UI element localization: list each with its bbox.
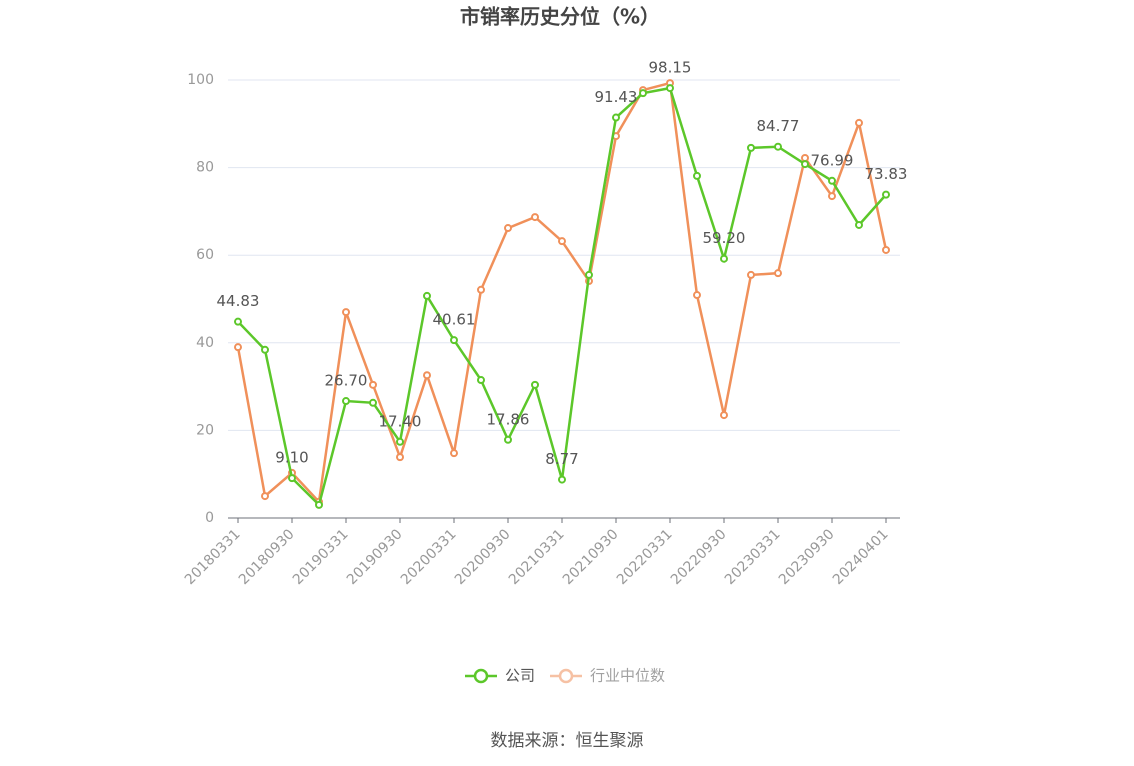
legend-item: 公司	[465, 667, 535, 685]
point	[396, 437, 404, 446]
data-label: 84.77	[757, 117, 800, 135]
x-tick-label: 20230331	[722, 526, 784, 588]
point	[558, 237, 566, 246]
point	[504, 224, 512, 233]
legend-label: 行业中位数	[590, 667, 665, 685]
data-label: 8.77	[545, 450, 578, 468]
point	[261, 345, 269, 354]
y-tick-label: 80	[196, 160, 214, 176]
data-label: 59.20	[703, 229, 746, 247]
series-line	[237, 86, 887, 508]
point	[261, 492, 269, 501]
point	[882, 245, 890, 254]
point	[801, 160, 809, 169]
point	[423, 371, 431, 380]
y-tick-label: 0	[205, 510, 214, 526]
x-tick-label: 20180331	[182, 526, 244, 588]
data-label: 26.70	[325, 372, 368, 390]
point	[423, 291, 431, 300]
legend-label: 公司	[505, 667, 535, 685]
point	[855, 118, 863, 127]
point	[504, 435, 512, 444]
legend-item: 行业中位数	[550, 667, 665, 685]
point	[315, 500, 323, 509]
data-label: 76.99	[811, 151, 854, 169]
y-tick-label: 60	[196, 247, 214, 263]
point	[828, 176, 836, 185]
x-tick-label: 20220331	[614, 526, 676, 588]
point	[288, 474, 296, 483]
point	[720, 254, 728, 263]
point	[558, 475, 566, 484]
x-tick-label: 20180930	[236, 526, 298, 588]
point	[477, 376, 485, 385]
point	[666, 84, 674, 93]
x-tick-label: 20200331	[398, 526, 460, 588]
x-tick-label: 20210331	[506, 526, 568, 588]
point	[369, 398, 377, 407]
x-tick-label: 20210930	[560, 526, 622, 588]
point	[801, 153, 809, 162]
point	[585, 270, 593, 279]
data-label: 9.10	[275, 449, 308, 467]
point	[747, 270, 755, 279]
data-label: 17.86	[487, 410, 530, 428]
point	[855, 220, 863, 229]
point	[693, 291, 701, 300]
point	[369, 380, 377, 389]
point	[774, 142, 782, 151]
data-label: 91.43	[595, 88, 638, 106]
x-tick-label: 20190331	[290, 526, 352, 588]
data-label: 17.40	[379, 412, 422, 430]
point	[720, 411, 728, 420]
x-tick-label: 20200930	[452, 526, 514, 588]
data-label: 73.83	[865, 165, 908, 183]
point	[531, 213, 539, 222]
point	[450, 449, 458, 458]
data-label: 40.61	[433, 311, 476, 329]
y-tick-label: 40	[196, 335, 214, 351]
point	[747, 143, 755, 152]
point	[882, 190, 890, 199]
x-tick-label: 20230930	[776, 526, 838, 588]
y-tick-label: 100	[187, 72, 214, 88]
chart-title: 市销率历史分位（%）	[460, 5, 660, 29]
point	[234, 343, 242, 352]
point	[342, 308, 350, 317]
source: 数据来源：恒生聚源	[491, 731, 644, 751]
data-label: 44.83	[217, 292, 260, 310]
point	[774, 269, 782, 278]
y-tick-label: 20	[196, 422, 214, 438]
point	[234, 317, 242, 326]
legend-marker	[558, 668, 574, 684]
point	[342, 397, 350, 406]
point	[612, 113, 620, 122]
point	[693, 171, 701, 180]
point	[396, 453, 404, 462]
x-tick-label: 20220930	[668, 526, 730, 588]
data-label: 98.15	[649, 59, 692, 77]
point	[477, 285, 485, 294]
point	[531, 380, 539, 389]
point	[639, 89, 647, 98]
point	[450, 336, 458, 345]
x-tick-label: 20190930	[344, 526, 406, 588]
legend-marker	[473, 668, 489, 684]
point	[828, 192, 836, 201]
x-tick-label: 20240401	[830, 526, 892, 588]
